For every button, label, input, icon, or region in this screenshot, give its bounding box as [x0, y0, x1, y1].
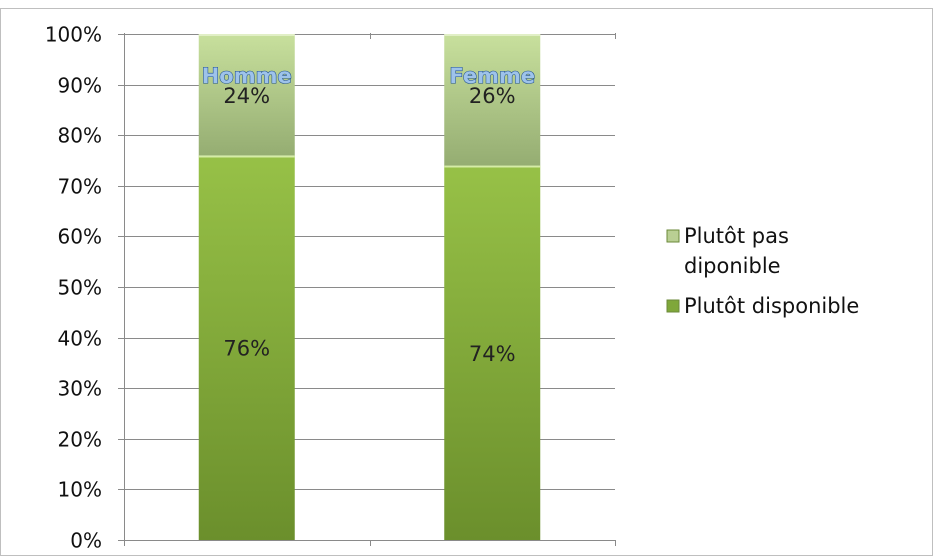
y-tick-label: 30% [58, 377, 102, 401]
y-tick-label: 20% [58, 428, 102, 452]
y-tick-label: 50% [58, 276, 102, 300]
y-tick-label: 10% [58, 478, 102, 502]
category-label-homme: Homme [202, 64, 292, 88]
y-tick-label: 80% [58, 124, 102, 148]
data-label: 76% [223, 337, 270, 361]
legend-label: Plutôt disponible [684, 294, 859, 318]
y-tick-label: 100% [45, 23, 102, 47]
y-tick-label: 40% [58, 327, 102, 351]
y-tick-label: 70% [58, 175, 102, 199]
y-tick-label: 60% [58, 225, 102, 249]
bar-segment-homme-disponible [198, 155, 295, 540]
y-tick-label: 0% [70, 529, 102, 553]
legend-label: diponible [684, 254, 781, 278]
category-label-femme: Femme [449, 64, 535, 88]
legend-label: Plutôt pas [684, 224, 789, 248]
bar-segment-femme-pas-disponible [444, 34, 541, 166]
legend-swatch [666, 229, 680, 243]
legend-swatch [666, 299, 680, 313]
bar-segment-femme-disponible [444, 165, 541, 540]
chart-frame [0, 8, 933, 556]
data-label: 74% [469, 342, 516, 366]
bar-segment-homme-pas-disponible [198, 34, 295, 156]
y-tick-label: 90% [58, 74, 102, 98]
data-label: 24% [223, 84, 270, 108]
data-label: 26% [469, 84, 516, 108]
